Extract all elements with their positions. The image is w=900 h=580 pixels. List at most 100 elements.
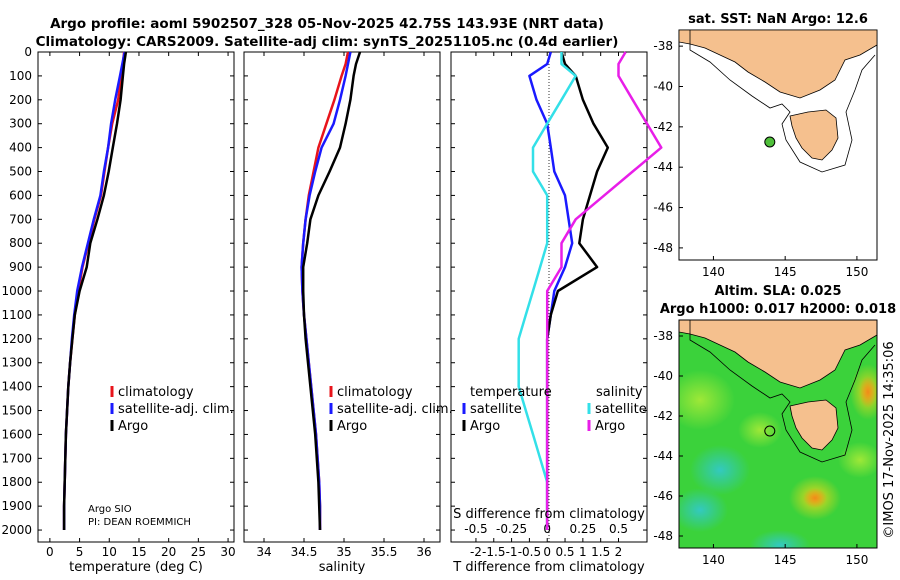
y-tick-label: 1700 (1, 451, 32, 465)
sla-anomaly (679, 488, 728, 532)
mainland-australia (679, 30, 877, 99)
y-tick-label: 700 (9, 212, 32, 226)
s-tick-label: 0.25 (569, 522, 596, 536)
x-tick-label: 35 (336, 545, 351, 559)
depth-axis: 0 100 200 300 400 500 600 700 800 900 1000 1100 1200… (1, 45, 647, 537)
series-line-argo (62, 51, 128, 530)
watermark: ©IMOS 17-Nov-2025 14:35:06 (882, 341, 897, 538)
mainland-australia (679, 320, 877, 389)
x-tick-label: -2 (470, 545, 482, 559)
lat-tick-label: -38 (653, 39, 673, 53)
y-tick-label: 1200 (1, 332, 32, 346)
sla-anomaly (679, 370, 735, 430)
title-line-2: Climatology: CARS2009. Satellite-adj cli… (36, 34, 619, 50)
temperature-legend: climatology satellite-adj. clim. Argo (110, 385, 234, 434)
sst-map: -38 -40 -42 -44 -46 -48 140 145 150 (653, 29, 878, 279)
temperature-series (62, 51, 128, 530)
x-tick-label: 20 (161, 545, 176, 559)
x-tick-label: 1.5 (591, 545, 610, 559)
y-tick-label: 1100 (1, 308, 32, 322)
y-tick-label: 1900 (1, 499, 32, 513)
lat-tick-label: -46 (653, 489, 673, 503)
tasmania (789, 109, 839, 161)
sst-map-lon-axis: 140 145 150 (702, 256, 868, 279)
s-tick-label: -0.25 (496, 522, 527, 536)
x-tick-label: 0 (543, 545, 551, 559)
x-tick-label: 34.5 (291, 545, 318, 559)
sla-anomaly (859, 376, 877, 408)
sla-anomaly (838, 442, 877, 478)
salinity-panel (243, 51, 441, 543)
legend-label-temp-satellite: satellite (470, 402, 522, 417)
y-tick-label: 1000 (1, 284, 32, 298)
lat-tick-label: -42 (653, 409, 673, 423)
difference-legend: temperature satellite Argo salinity sate… (462, 385, 647, 434)
y-tick-label: 400 (9, 141, 32, 155)
difference-panel (450, 51, 648, 543)
credit-institution: Argo SIO (88, 504, 132, 515)
lat-tick-label: -44 (653, 160, 673, 174)
legend-salinity-title: salinity (596, 385, 643, 400)
sla-map-lat-axis: -38 -40 -42 -44 -46 -48 (653, 329, 683, 543)
legend-label-argo: Argo (118, 419, 148, 434)
sla-anomaly (803, 488, 827, 508)
salinity-x-axis: 34 34.5 35 35.5 36 (256, 52, 432, 559)
x-tick-label: 10 (102, 545, 117, 559)
sla-map-lon-axis: 140 145 150 (702, 544, 868, 567)
lon-tick-label: 150 (845, 265, 868, 279)
x-tick-label: 25 (191, 545, 206, 559)
y-tick-label: 500 (9, 165, 32, 179)
lon-tick-label: 140 (702, 553, 725, 567)
legend-label-sal-satellite: satellite (595, 402, 647, 417)
y-tick-label: 1600 (1, 427, 32, 441)
x-tick-label: 30 (220, 545, 235, 559)
sla-anomaly (750, 530, 810, 548)
salinity-legend: climatology satellite-adj. clim. Argo (329, 385, 453, 434)
tasmania (789, 399, 839, 451)
difference-xlabel: T difference from climatology (452, 560, 645, 575)
y-tick-label: 300 (9, 117, 32, 131)
salinity-xlabel: salinity (319, 560, 366, 575)
series-line-argo (301, 51, 362, 531)
lat-tick-label: -48 (653, 241, 673, 255)
y-tick-label: 2000 (1, 523, 32, 537)
sla-map-title-2: Argo h1000: 0.017 h2000: 0.018 (660, 302, 896, 317)
x-tick-label: 15 (131, 545, 146, 559)
x-tick-label: 1 (579, 545, 587, 559)
lon-tick-label: 140 (702, 265, 725, 279)
difference-x-axis: -2 -1.5 -1 -0.5 0 0.5 1 1.5 2 (470, 52, 622, 559)
y-tick-label: 1300 (1, 356, 32, 370)
y-tick-label: 900 (9, 260, 32, 274)
lat-tick-label: -40 (653, 79, 673, 93)
sla-anomaly (738, 412, 782, 448)
legend-label-temp-argo: Argo (470, 419, 500, 434)
s-tick-label: -0.5 (464, 522, 487, 536)
x-tick-label: 35.5 (371, 545, 398, 559)
x-tick-label: 36 (416, 545, 431, 559)
sla-map-title-1: Altim. SLA: 0.025 (715, 284, 842, 299)
argo-position-marker (764, 136, 776, 148)
lat-tick-label: -46 (653, 201, 673, 215)
lat-tick-label: -48 (653, 529, 673, 543)
temperature-xlabel: temperature (deg C) (69, 560, 203, 575)
lon-tick-label: 150 (845, 553, 868, 567)
x-tick-label: -1 (506, 545, 518, 559)
legend-label-satellite: satellite-adj. clim. (337, 402, 453, 417)
sla-anomaly (690, 445, 750, 495)
argo-position-marker (764, 425, 776, 437)
lat-tick-label: -38 (653, 329, 673, 343)
lon-tick-label: 145 (774, 265, 797, 279)
legend-temperature-title: temperature (470, 385, 552, 400)
title-line-1: Argo profile: aoml 5902507_328 05-Nov-20… (50, 16, 604, 32)
legend-label-argo: Argo (337, 419, 367, 434)
sla-map: -38 -40 -42 -44 -46 -48 140 145 150 (653, 319, 878, 567)
lat-tick-label: -40 (653, 369, 673, 383)
y-tick-label: 1400 (1, 380, 32, 394)
lat-tick-label: -42 (653, 120, 673, 134)
lat-tick-label: -44 (653, 449, 673, 463)
difference-series (517, 51, 663, 530)
salinity-series (300, 51, 362, 531)
y-tick-label: 1500 (1, 404, 32, 418)
x-tick-label: 2 (615, 545, 623, 559)
